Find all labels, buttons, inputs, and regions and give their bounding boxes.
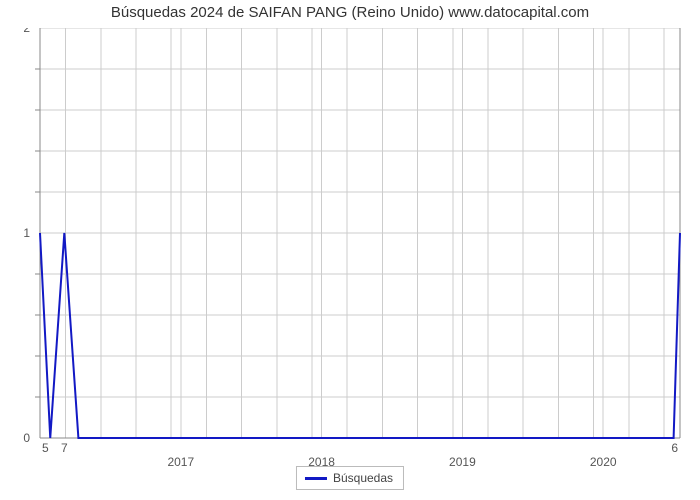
chart-plot: 0122017201820192020576 [12, 28, 696, 478]
legend: Búsquedas [296, 466, 404, 490]
corner-label: 7 [61, 441, 68, 455]
y-tick-label: 1 [23, 226, 30, 240]
corner-label: 5 [42, 441, 49, 455]
x-tick-label: 2019 [449, 455, 476, 469]
y-tick-label: 0 [23, 431, 30, 445]
corner-label: 6 [671, 441, 678, 455]
x-tick-label: 2017 [167, 455, 194, 469]
y-tick-label: 2 [23, 28, 30, 35]
chart-title: Búsquedas 2024 de SAIFAN PANG (Reino Uni… [0, 4, 700, 21]
legend-swatch [305, 477, 327, 480]
legend-label: Búsquedas [333, 471, 393, 485]
x-tick-label: 2020 [590, 455, 617, 469]
